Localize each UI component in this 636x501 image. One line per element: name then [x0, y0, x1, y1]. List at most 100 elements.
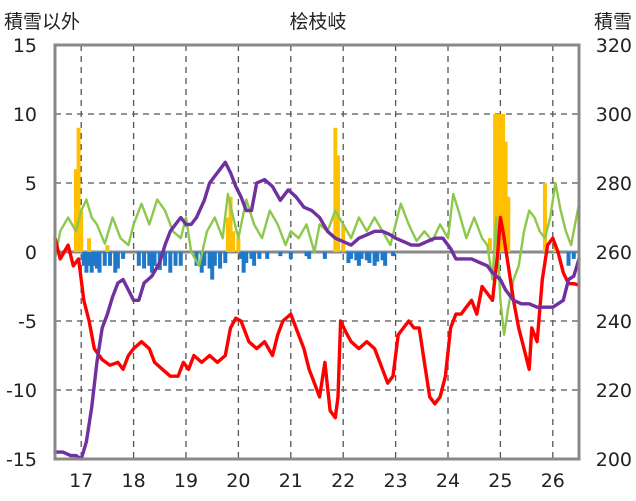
bar-s1-11	[121, 252, 126, 259]
bar-s1-3	[89, 252, 94, 273]
bar-s1-46	[359, 252, 364, 259]
y2-tick-label-0: 320	[596, 35, 632, 57]
bar-s1-34	[252, 252, 257, 266]
bar-s1-55	[571, 252, 576, 259]
bar-s0-10	[335, 155, 340, 252]
bar-s0-14	[495, 114, 500, 252]
bar-s1-9	[113, 252, 118, 273]
bar-s1-13	[142, 252, 147, 269]
bar-s1-24	[202, 252, 207, 266]
bar-s1-31	[241, 252, 246, 273]
x-tick-label-7: 24	[436, 470, 460, 492]
right-axis-title: 積雪	[594, 11, 632, 33]
y-tick-label-4: -5	[18, 311, 37, 333]
bar-s1-29	[223, 252, 228, 264]
bar-s0-17	[503, 141, 508, 252]
bar-s1-1	[84, 252, 89, 273]
x-tick-label-3: 20	[226, 470, 250, 492]
bar-s0-4	[105, 245, 110, 252]
bar-s0-16	[501, 114, 506, 252]
right-axis-ticks: 320 300 280 260 240 220 200	[596, 35, 632, 471]
bar-s0-6	[228, 196, 233, 252]
bar-s1-14	[147, 252, 152, 266]
bar-s1-38	[288, 252, 293, 259]
bar-s1-12	[136, 252, 141, 266]
x-tick-label-9: 26	[541, 470, 565, 492]
lines	[53, 160, 581, 461]
x-axis-ticks: 17 18 19 20 21 22 23 24 25 26	[69, 470, 565, 492]
chart-title: 桧枝岐	[289, 11, 346, 33]
bar-s1-6	[97, 252, 102, 273]
x-tick-label-6: 23	[384, 470, 408, 492]
y2-tick-label-5: 220	[596, 380, 632, 402]
bar-s1-18	[163, 252, 168, 266]
bar-s1-15	[149, 252, 154, 273]
bar-s1-28	[218, 252, 223, 269]
y-tick-label-5: -10	[6, 380, 37, 402]
bar-s1-32	[244, 252, 249, 264]
y2-tick-label-6: 200	[596, 449, 632, 471]
bar-s1-41	[322, 252, 327, 259]
y-tick-label-0: 15	[13, 35, 37, 57]
bar-s1-23	[199, 252, 204, 273]
bar-s1-5	[94, 252, 99, 269]
series-line-2	[53, 160, 581, 461]
bar-s1-4	[92, 252, 97, 266]
bar-s1-21	[178, 252, 183, 266]
bar-s1-16	[152, 252, 157, 266]
bar-s1-7	[102, 252, 107, 266]
y2-tick-label-4: 240	[596, 311, 632, 333]
bar-s1-43	[349, 252, 354, 259]
bar-s1-20	[173, 252, 178, 266]
bar-s0-15	[498, 114, 503, 252]
bar-s0-1	[76, 127, 81, 252]
x-tick-label-8: 25	[488, 470, 512, 492]
y2-tick-label-3: 260	[596, 242, 632, 264]
bar-s0-5	[225, 217, 230, 252]
x-tick-label-0: 17	[69, 470, 93, 492]
bar-s1-52	[383, 252, 388, 266]
bar-s0-12	[487, 238, 492, 252]
bar-s1-39	[304, 252, 309, 257]
bar-s1-51	[380, 252, 385, 261]
y-tick-label-3: 0	[25, 242, 37, 264]
bar-s1-2	[87, 252, 92, 266]
bar-s1-33	[249, 252, 254, 259]
bar-s1-35	[257, 252, 262, 259]
x-tick-label-5: 22	[331, 470, 355, 492]
bar-s0-19	[542, 183, 547, 252]
bar-s1-50	[375, 252, 380, 262]
bar-s0-3	[87, 238, 92, 252]
bar-s1-37	[278, 252, 283, 257]
bar-s1-0	[81, 252, 86, 266]
bar-s1-42	[346, 252, 351, 264]
bar-s0-13	[493, 114, 498, 252]
y-tick-label-6: -15	[6, 449, 37, 471]
bar-s1-36	[265, 252, 270, 259]
plot-frame	[53, 43, 581, 461]
bar-s1-27	[212, 252, 217, 266]
bar-s0-0	[73, 169, 78, 252]
bar-s0-18	[506, 196, 511, 252]
x-tick-label-1: 18	[122, 470, 146, 492]
y-tick-label-1: 10	[13, 104, 37, 126]
bar-s0-9	[333, 127, 338, 252]
y2-tick-label-1: 300	[596, 104, 632, 126]
x-tick-label-4: 21	[279, 470, 303, 492]
bar-s1-19	[168, 252, 173, 273]
bar-s1-45	[356, 252, 361, 266]
bar-s1-10	[115, 252, 120, 269]
bar-s1-54	[566, 252, 571, 266]
y2-tick-label-2: 280	[596, 173, 632, 195]
left-axis-title: 積雪以外	[4, 11, 80, 33]
bar-s1-26	[210, 252, 215, 280]
y-tick-label-2: 5	[25, 173, 37, 195]
bar-s0-8	[236, 238, 241, 252]
bar-s1-8	[108, 252, 113, 266]
bar-s1-53	[390, 252, 395, 257]
series-line-1	[53, 215, 581, 420]
left-axis-ticks: 15 10 5 0 -5 -10 -15	[6, 35, 37, 471]
bar-s1-25	[207, 252, 212, 269]
bar-s1-40	[307, 252, 312, 259]
